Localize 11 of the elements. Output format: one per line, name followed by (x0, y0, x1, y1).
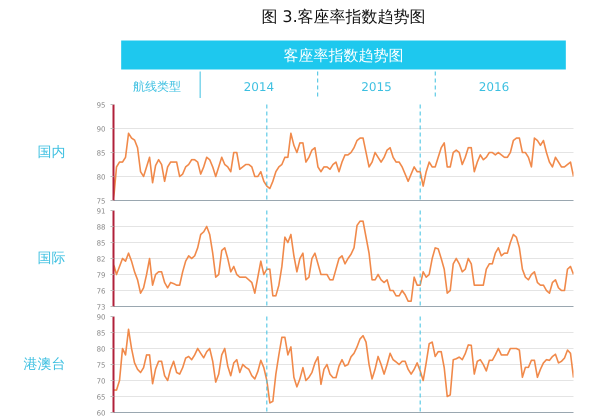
text: 2016 (478, 80, 510, 94)
text: 航线类型 (132, 80, 181, 94)
y-axis-title: 国际 (38, 250, 66, 266)
y-axis-title: 国内 (38, 144, 66, 160)
line-series (114, 220, 574, 302)
text: 2015 (361, 80, 392, 94)
y-axis-title: 港澳台 (24, 356, 66, 372)
line-series (114, 328, 574, 404)
chart-title: 图 3.客座率指数趋势图 (261, 7, 426, 26)
chart-subtitle: 客座率指数趋势图 (284, 46, 404, 64)
text: 2014 (244, 80, 274, 94)
